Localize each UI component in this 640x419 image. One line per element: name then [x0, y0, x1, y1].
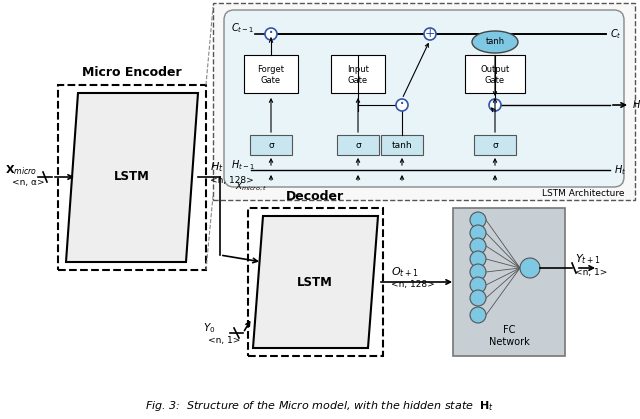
- Text: $C_t$: $C_t$: [610, 27, 621, 41]
- Text: <n, 128>: <n, 128>: [210, 176, 253, 184]
- Text: Micro Encoder: Micro Encoder: [82, 67, 182, 80]
- Text: ·: ·: [399, 96, 405, 114]
- FancyBboxPatch shape: [224, 10, 624, 187]
- Text: σ: σ: [492, 140, 498, 150]
- Bar: [337, 135, 379, 155]
- Text: Fig. 3:  Structure of the Micro model, with the hidden state  $\mathbf{H}_t$: Fig. 3: Structure of the Micro model, wi…: [145, 399, 495, 413]
- Text: Input
Gate: Input Gate: [347, 65, 369, 85]
- Bar: [453, 208, 565, 356]
- Text: $C_{t-1}$: $C_{t-1}$: [231, 21, 255, 35]
- Text: Decoder: Decoder: [286, 191, 344, 204]
- Text: <n, 1>: <n, 1>: [208, 336, 241, 344]
- Circle shape: [424, 28, 436, 40]
- Circle shape: [520, 258, 540, 278]
- Circle shape: [265, 28, 277, 40]
- Bar: [331, 55, 385, 93]
- Circle shape: [470, 290, 486, 306]
- Circle shape: [470, 264, 486, 280]
- Bar: [58, 85, 206, 270]
- Text: <n, 1>: <n, 1>: [575, 267, 607, 277]
- Text: LSTM Architecture: LSTM Architecture: [541, 189, 624, 199]
- Text: $X_{micro, t}$: $X_{micro, t}$: [235, 181, 268, 193]
- Circle shape: [470, 277, 486, 293]
- Text: $Y_0$: $Y_0$: [203, 321, 216, 335]
- Bar: [248, 208, 383, 356]
- Bar: [465, 55, 525, 93]
- Text: Forget
Gate: Forget Gate: [257, 65, 285, 85]
- Circle shape: [470, 225, 486, 241]
- Text: $O_{t+1}$: $O_{t+1}$: [391, 265, 419, 279]
- Bar: [250, 135, 292, 155]
- Text: σ: σ: [268, 140, 274, 150]
- Circle shape: [489, 99, 501, 111]
- Text: ·: ·: [492, 96, 498, 114]
- Text: Output
Gate: Output Gate: [481, 65, 509, 85]
- Bar: [244, 55, 298, 93]
- Circle shape: [470, 238, 486, 254]
- Text: $H_t$: $H_t$: [632, 98, 640, 112]
- Text: <n, α>: <n, α>: [12, 178, 45, 186]
- Bar: [474, 135, 516, 155]
- Text: tanh: tanh: [392, 140, 412, 150]
- Text: LSTM: LSTM: [297, 276, 333, 289]
- Text: <n, 128>: <n, 128>: [391, 279, 435, 289]
- Text: +: +: [425, 28, 435, 41]
- Text: $H_t$: $H_t$: [210, 160, 223, 174]
- Text: $\mathbf{X}_{micro}$: $\mathbf{X}_{micro}$: [5, 163, 37, 177]
- Circle shape: [470, 251, 486, 267]
- Text: ·: ·: [268, 24, 274, 44]
- Text: LSTM: LSTM: [114, 171, 150, 184]
- Text: $H_{t-1}$: $H_{t-1}$: [231, 158, 255, 172]
- Bar: [381, 135, 423, 155]
- Text: tanh: tanh: [485, 37, 504, 47]
- Text: FC
Network: FC Network: [488, 325, 529, 347]
- Polygon shape: [66, 93, 198, 262]
- Text: $H_t$: $H_t$: [614, 163, 626, 177]
- Bar: [213, 3, 635, 200]
- Circle shape: [396, 99, 408, 111]
- Circle shape: [470, 307, 486, 323]
- Circle shape: [470, 212, 486, 228]
- Ellipse shape: [472, 31, 518, 53]
- Text: σ: σ: [355, 140, 361, 150]
- Text: $Y_{t+1}$: $Y_{t+1}$: [575, 252, 601, 266]
- Polygon shape: [253, 216, 378, 348]
